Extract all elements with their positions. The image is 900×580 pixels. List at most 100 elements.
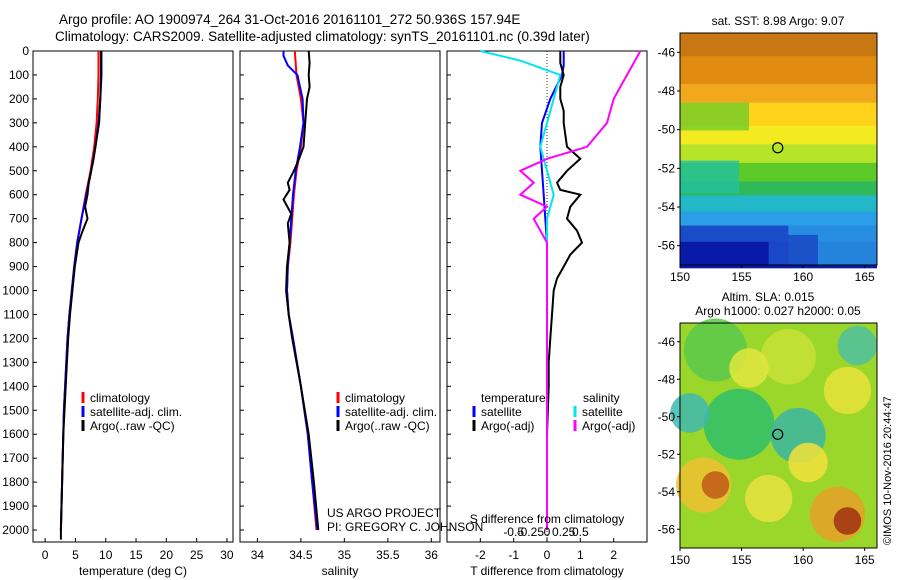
y-tick-label: 700	[9, 212, 29, 226]
y-tick-label: 0	[22, 44, 29, 58]
sst-band	[680, 125, 877, 146]
difference-profile-chart: -2 -1 0 1 2 T difference from climatology -0.5…	[446, 50, 648, 578]
legend-label: Argo(..raw -QC)	[90, 419, 175, 433]
x-tick-label: 2	[610, 548, 617, 562]
map-y-tick-label: -54	[658, 200, 676, 214]
y-tick-label: 500	[9, 164, 29, 178]
sla-blob	[745, 474, 793, 523]
map-field	[680, 33, 877, 269]
y-tick-label: 1400	[2, 379, 29, 393]
sla-blob	[837, 325, 877, 366]
series-line-satellite-adj--clim-	[59, 51, 103, 531]
sst-map: -46 -48 -50 -52 -54 -56 150 155 160 165 sat. SST: …	[658, 14, 878, 284]
sst-patch	[680, 102, 749, 131]
x-axis-label: temperature (deg C)	[79, 564, 187, 578]
imos-credit: ©IMOS 10-Nov-2016 20:44:47	[882, 396, 894, 545]
y-tick-label: 400	[9, 140, 29, 154]
legend-label: climatology	[90, 391, 150, 405]
map-y-tick-label: -52	[658, 161, 676, 175]
x-tick-label: 34.5	[289, 548, 313, 562]
series-line-satellite-adj--clim-	[282, 51, 319, 531]
map-y-tick-label: -50	[658, 410, 676, 424]
sla-map: -46 -48 -50 -52 -54 -56 150 155 160 165 Altim. SLA…	[658, 290, 878, 567]
x-tick-label: -2	[475, 548, 486, 562]
x-axis-label: T difference from climatology	[470, 564, 624, 578]
temperature-profile-chart: 0100200300400500600700800900100011001200…	[2, 44, 234, 578]
sla-subtitle: Argo h1000: 0.027 h2000: 0.05	[695, 304, 861, 318]
sla-blob	[670, 393, 710, 433]
legend-label: climatology	[345, 391, 405, 405]
sst-band	[680, 33, 877, 58]
map-y-tick-label: -48	[658, 372, 676, 386]
map-y-tick-label: -46	[658, 45, 676, 59]
credit-line1: US ARGO PROJECT	[327, 506, 442, 520]
y-tick-label: 1800	[2, 475, 29, 489]
legend-label: satellite-adj. clim.	[90, 405, 182, 419]
map-x-tick-label: 160	[793, 553, 813, 567]
legend-title-salinity: salinity	[583, 391, 620, 405]
credit-line2: PI: GREGORY C. JOHNSON	[327, 520, 483, 534]
sst-band	[680, 144, 877, 164]
x-tick-label: 0	[544, 548, 551, 562]
sla-blob	[833, 507, 862, 535]
map-frame	[679, 322, 878, 549]
x-tick-label: 5	[72, 548, 79, 562]
map-field	[670, 318, 877, 548]
legend-label: satellite	[582, 405, 623, 419]
legend-title-temperature: temperature	[481, 391, 546, 405]
sla-blob	[760, 329, 816, 385]
legend-label: Argo(-adj)	[582, 419, 635, 433]
top-x-axis-label: S difference from climatology	[470, 512, 625, 526]
top-x-tick-label: 0	[544, 525, 551, 539]
x-tick-label: 35.5	[376, 548, 400, 562]
y-tick-label: 1100	[3, 307, 29, 321]
sst-patch	[680, 160, 740, 194]
x-tick-label: 20	[160, 548, 174, 562]
series-line-argo--adj-	[518, 50, 642, 530]
legend-label: satellite-adj. clim.	[345, 405, 437, 419]
map-x-tick-label: 150	[670, 553, 690, 567]
map-y-tick-label: -50	[658, 123, 676, 137]
map-x-tick-label: 155	[732, 553, 752, 567]
x-tick-label: 10	[99, 548, 113, 562]
x-tick-label: 1	[577, 548, 584, 562]
x-tick-label: 15	[129, 548, 143, 562]
legend-label: Argo(..raw -QC)	[345, 419, 430, 433]
series-line-satellite	[539, 51, 565, 530]
x-axis-label: salinity	[322, 564, 359, 578]
x-tick-label: 0	[42, 548, 49, 562]
series-line-argo---raw--qc-	[282, 50, 320, 531]
y-tick-label: 900	[9, 260, 29, 274]
salinity-profile-chart: 34 34.5 35 35.5 36 salinity climatologysatelli…	[239, 50, 441, 578]
map-y-tick-label: -48	[658, 84, 676, 98]
x-tick-label: 34	[251, 548, 265, 562]
series-line-argo--adj-	[546, 51, 584, 530]
y-tick-label: 200	[9, 92, 29, 106]
y-tick-label: 2000	[2, 523, 29, 537]
map-x-tick-label: 160	[793, 270, 813, 284]
y-tick-label: 300	[9, 116, 29, 130]
sla-blob	[701, 471, 730, 499]
legend-label: satellite	[481, 405, 522, 419]
y-tick-label: 600	[9, 188, 29, 202]
y-tick-label: 1000	[2, 284, 29, 298]
x-tick-label: 36	[425, 548, 439, 562]
map-x-tick-label: 165	[855, 553, 875, 567]
argo-position-marker	[772, 428, 784, 440]
sst-band	[680, 56, 877, 86]
x-tick-label: -1	[508, 548, 519, 562]
map-y-tick-label: -56	[658, 239, 676, 253]
map-y-tick-label: -52	[658, 447, 676, 461]
x-tick-label: 25	[190, 548, 204, 562]
map-y-tick-label: -46	[658, 335, 676, 349]
sla-blob	[788, 442, 828, 483]
series-line-satellite	[480, 50, 562, 530]
map-x-tick-label: 155	[732, 270, 752, 284]
y-tick-label: 1500	[2, 403, 29, 417]
sla-blob	[823, 366, 872, 415]
argo-position-marker	[772, 142, 784, 154]
plot-frame	[239, 50, 441, 543]
y-tick-label: 800	[9, 236, 29, 250]
map-y-tick-label: -54	[658, 485, 676, 499]
